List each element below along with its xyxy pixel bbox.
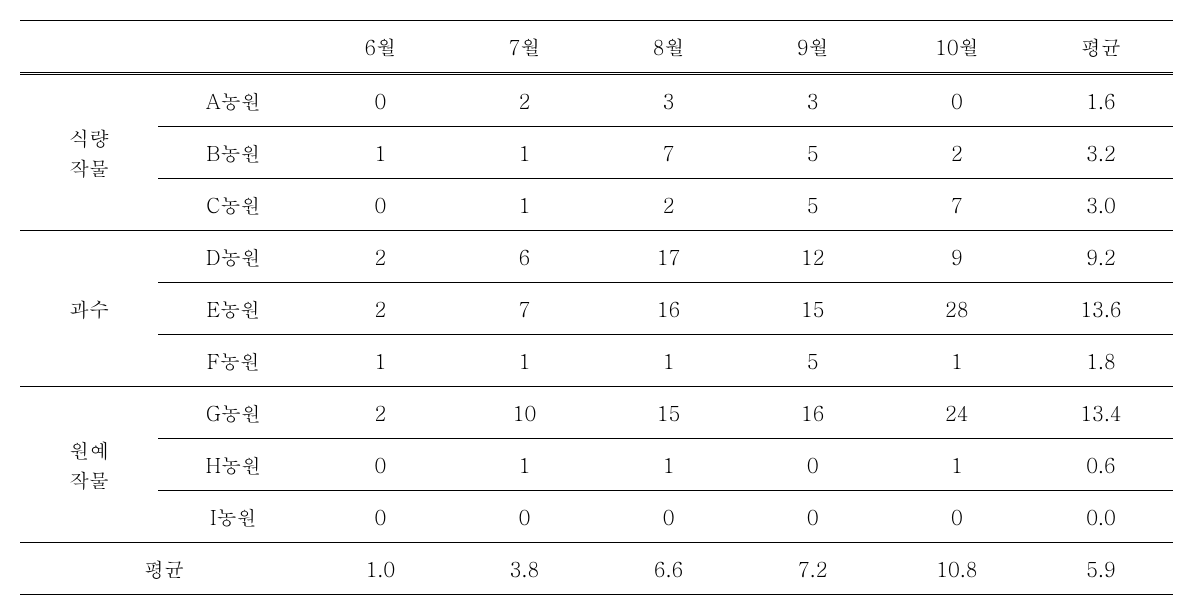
cell-value: 1 — [452, 439, 596, 491]
farm-name: E농원 — [158, 283, 308, 335]
cell-value: 15 — [596, 387, 740, 439]
farm-name: A농원 — [158, 74, 308, 127]
cell-value: 1 — [452, 179, 596, 231]
cell-value: 13.4 — [1029, 387, 1173, 439]
cell-value: 5 — [741, 127, 885, 179]
cell-value: 5 — [741, 335, 885, 387]
cell-value: 24 — [885, 387, 1029, 439]
header-blank-farm — [158, 21, 308, 74]
header-month-2: 7월 — [452, 21, 596, 74]
cell-value: 2 — [596, 179, 740, 231]
cell-value: 7 — [452, 283, 596, 335]
cell-value: 1.6 — [1029, 74, 1173, 127]
cell-value: 16 — [741, 387, 885, 439]
cell-value: 0 — [308, 491, 452, 543]
farm-name: F농원 — [158, 335, 308, 387]
table-row: H농원011010.6 — [20, 439, 1173, 491]
summary-row: 평균1.03.86.67.210.85.9 — [20, 543, 1173, 595]
cell-value: 1 — [596, 439, 740, 491]
cell-value: 2 — [308, 283, 452, 335]
header-month-1: 6월 — [308, 21, 452, 74]
cell-value: 16 — [596, 283, 740, 335]
summary-value: 7.2 — [741, 543, 885, 595]
cell-value: 7 — [885, 179, 1029, 231]
farm-name: H농원 — [158, 439, 308, 491]
cell-value: 10 — [452, 387, 596, 439]
cell-value: 0 — [741, 439, 885, 491]
cell-value: 3.2 — [1029, 127, 1173, 179]
table-row: B농원117523.2 — [20, 127, 1173, 179]
summary-label: 평균 — [20, 543, 308, 595]
data-table-container: 6월 7월 8월 9월 10월 평균 식량작물A농원023301.6B농원117… — [20, 20, 1173, 595]
group-label: 원예작물 — [20, 387, 158, 543]
cell-value: 3 — [741, 74, 885, 127]
cell-value: 0.0 — [1029, 491, 1173, 543]
summary-value: 3.8 — [452, 543, 596, 595]
table-row: 식량작물A농원023301.6 — [20, 74, 1173, 127]
cell-value: 0 — [308, 179, 452, 231]
header-month-3: 8월 — [596, 21, 740, 74]
cell-value: 2 — [452, 74, 596, 127]
cell-value: 3.0 — [1029, 179, 1173, 231]
table-body: 식량작물A농원023301.6B농원117523.2C농원012573.0과수D… — [20, 74, 1173, 595]
cell-value: 0 — [452, 491, 596, 543]
farm-name: I농원 — [158, 491, 308, 543]
cell-value: 9 — [885, 231, 1029, 283]
cell-value: 2 — [308, 231, 452, 283]
table-row: F농원111511.8 — [20, 335, 1173, 387]
table-row: 원예작물G농원21015162413.4 — [20, 387, 1173, 439]
summary-value: 5.9 — [1029, 543, 1173, 595]
cell-value: 28 — [885, 283, 1029, 335]
cell-value: 0 — [885, 74, 1029, 127]
cell-value: 0 — [308, 74, 452, 127]
cell-value: 15 — [741, 283, 885, 335]
cell-value: 0 — [885, 491, 1029, 543]
header-month-5: 10월 — [885, 21, 1029, 74]
cell-value: 17 — [596, 231, 740, 283]
cell-value: 0 — [741, 491, 885, 543]
farm-name: B농원 — [158, 127, 308, 179]
summary-value: 1.0 — [308, 543, 452, 595]
cell-value: 3 — [596, 74, 740, 127]
group-label: 과수 — [20, 231, 158, 387]
cell-value: 1 — [452, 335, 596, 387]
cell-value: 1 — [596, 335, 740, 387]
header-month-4: 9월 — [741, 21, 885, 74]
header-row: 6월 7월 8월 9월 10월 평균 — [20, 21, 1173, 74]
cell-value: 13.6 — [1029, 283, 1173, 335]
farm-name: C농원 — [158, 179, 308, 231]
cell-value: 2 — [308, 387, 452, 439]
summary-value: 6.6 — [596, 543, 740, 595]
cell-value: 7 — [596, 127, 740, 179]
cell-value: 0 — [596, 491, 740, 543]
cell-value: 1 — [885, 439, 1029, 491]
cell-value: 1 — [885, 335, 1029, 387]
cell-value: 0 — [308, 439, 452, 491]
cell-value: 1 — [308, 127, 452, 179]
farm-name: G농원 — [158, 387, 308, 439]
table-row: C농원012573.0 — [20, 179, 1173, 231]
cell-value: 1 — [452, 127, 596, 179]
cell-value: 0.6 — [1029, 439, 1173, 491]
header-avg: 평균 — [1029, 21, 1173, 74]
cell-value: 12 — [741, 231, 885, 283]
header-blank-group — [20, 21, 158, 74]
group-label: 식량작물 — [20, 74, 158, 231]
table-row: E농원2716152813.6 — [20, 283, 1173, 335]
cell-value: 5 — [741, 179, 885, 231]
data-table: 6월 7월 8월 9월 10월 평균 식량작물A농원023301.6B농원117… — [20, 20, 1173, 595]
cell-value: 6 — [452, 231, 596, 283]
cell-value: 1.8 — [1029, 335, 1173, 387]
farm-name: D농원 — [158, 231, 308, 283]
summary-value: 10.8 — [885, 543, 1029, 595]
cell-value: 2 — [885, 127, 1029, 179]
cell-value: 1 — [308, 335, 452, 387]
cell-value: 9.2 — [1029, 231, 1173, 283]
table-row: 과수D농원26171299.2 — [20, 231, 1173, 283]
table-row: I농원000000.0 — [20, 491, 1173, 543]
